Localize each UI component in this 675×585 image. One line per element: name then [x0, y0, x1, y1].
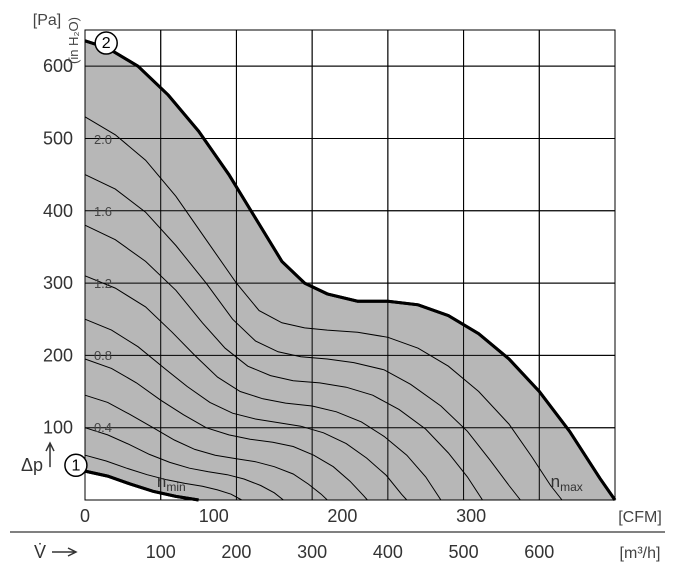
circle2-label: 2: [102, 35, 111, 52]
y-pa-tick: 400: [43, 201, 73, 221]
operating-envelope-fill: [85, 41, 615, 500]
x-cfm-tick: 0: [80, 506, 90, 526]
y-pa-tick: 500: [43, 128, 73, 148]
x-m3h-tick: 500: [449, 542, 479, 562]
y-pa-tick: 100: [43, 418, 73, 438]
x-m3h-tick: 300: [297, 542, 327, 562]
circle1-label: 1: [71, 457, 80, 474]
x-cfm-tick: 200: [327, 506, 357, 526]
y-pa-tick: 300: [43, 273, 73, 293]
fan-curve-chart: 100200300400500600[Pa]Δp(in H₂O)0.40.81.…: [0, 0, 675, 585]
x-cfm-unit: [CFM]: [618, 509, 662, 526]
y-h2o-tick: 1.2: [94, 276, 112, 291]
x-m3h-tick: 600: [524, 542, 554, 562]
y-pa-tick: 200: [43, 345, 73, 365]
x-m3h-tick: 200: [221, 542, 251, 562]
y-h2o-tick: 0.4: [94, 420, 112, 435]
x-cfm-tick: 300: [456, 506, 486, 526]
y-h2o-unit: (in H₂O): [66, 17, 81, 64]
x-cfm-tick: 100: [199, 506, 229, 526]
x-m3h-unit: [m³/h]: [620, 545, 661, 562]
x-m3h-tick: 100: [146, 542, 176, 562]
y-h2o-tick: 2.0: [94, 132, 112, 147]
x-m3h-tick: 400: [373, 542, 403, 562]
y-axis-arrow: [46, 443, 54, 467]
x-axis-arrow: [52, 548, 76, 556]
y-pa-unit: [Pa]: [33, 12, 61, 29]
y-h2o-tick: 1.6: [94, 204, 112, 219]
y-axis-label: Δp: [21, 455, 43, 475]
y-h2o-tick: 0.8: [94, 348, 112, 363]
x-axis-label: V̇: [34, 542, 46, 562]
